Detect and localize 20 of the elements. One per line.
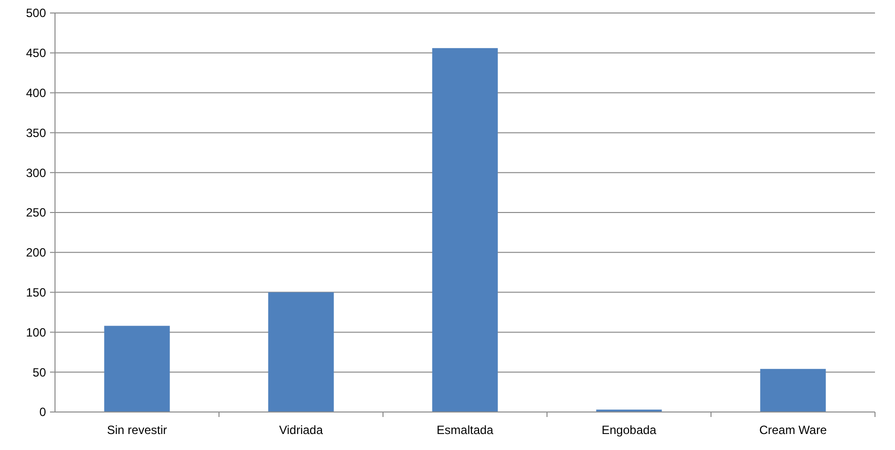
y-tick-label: 100 — [26, 325, 46, 340]
y-tick-label: 200 — [26, 246, 46, 260]
bar — [104, 326, 170, 412]
y-tick-label: 50 — [32, 365, 46, 380]
y-tick-label: 250 — [26, 206, 46, 220]
y-tick-label: 400 — [26, 86, 46, 100]
bar — [268, 292, 334, 412]
x-tick-label: Engobada — [602, 423, 657, 437]
y-tick-label: 450 — [26, 46, 46, 60]
x-tick-label: Vidriada — [279, 423, 324, 437]
y-tick-label: 300 — [26, 166, 46, 180]
x-tick-label: Cream Ware — [759, 423, 828, 437]
bar — [760, 368, 826, 412]
x-tick-label: Esmaltada — [436, 423, 494, 437]
x-tick-label: Sin revestir — [106, 423, 168, 437]
y-tick-label: 500 — [26, 6, 46, 20]
y-tick-label: 150 — [26, 286, 46, 300]
y-tick-label: 0 — [39, 405, 46, 420]
y-tick-label: 350 — [26, 126, 46, 140]
bar — [432, 48, 498, 412]
